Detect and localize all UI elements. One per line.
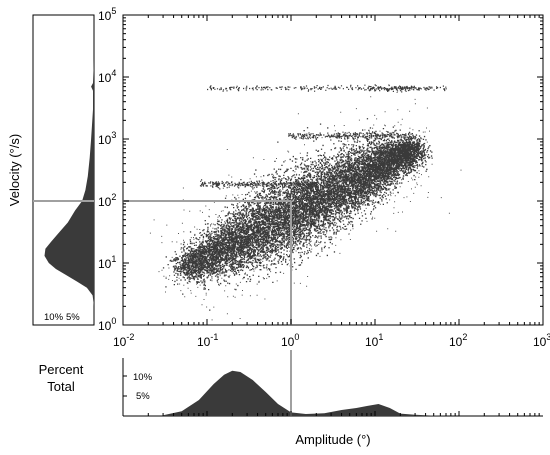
velocity-tick-label-10pct: 10% bbox=[44, 312, 64, 323]
y-tick-label: 103 bbox=[98, 130, 116, 147]
amplitude-tick-label-5pct: 5% bbox=[136, 391, 150, 402]
velocity-distribution-area bbox=[44, 58, 94, 307]
velocity-tick-label-5pct: 5% bbox=[66, 312, 80, 323]
scatter-points bbox=[149, 84, 462, 321]
percent-total-label-line1: Percent bbox=[39, 362, 84, 377]
x-tick-label: 102 bbox=[449, 332, 467, 349]
y-axis-label: Velocity (°/s) bbox=[7, 134, 22, 206]
y-tick-label: 104 bbox=[98, 68, 116, 85]
main-plot: 100 101 102 103 104 105 10-2 10-1 100 101 102 103 bbox=[98, 6, 550, 349]
x-axis-ticks bbox=[122, 15, 540, 325]
y-tick-label: 102 bbox=[98, 192, 116, 209]
velocity-distribution-panel: 10% 5% bbox=[32, 14, 95, 326]
scatter-band-3 bbox=[199, 179, 318, 190]
x-tick-label: 101 bbox=[365, 332, 383, 349]
x-axis-tick-labels: 10-2 10-1 100 101 102 103 bbox=[113, 332, 550, 349]
x-axis-label: Amplitude (°) bbox=[295, 432, 370, 447]
percent-total-label-line2: Total bbox=[47, 379, 75, 394]
x-tick-label: 100 bbox=[281, 332, 299, 349]
x-tick-label: 10-1 bbox=[197, 332, 218, 349]
amplitude-tick-label-10pct: 10% bbox=[133, 372, 153, 383]
y-axis-tick-labels: 100 101 102 103 104 105 bbox=[98, 6, 116, 333]
amplitude-distribution-panel: 10% 5% Percent Total bbox=[39, 350, 543, 417]
scatter-band-2 bbox=[288, 131, 417, 141]
y-tick-label: 101 bbox=[98, 254, 116, 271]
x-tick-label: 103 bbox=[533, 332, 550, 349]
scatter-band-1 bbox=[207, 84, 447, 93]
scatter-cloud bbox=[162, 118, 433, 311]
plot-frame bbox=[122, 14, 544, 326]
scatter-halo bbox=[149, 84, 462, 321]
y-tick-label: 100 bbox=[98, 316, 116, 333]
amplitude-x-ticks bbox=[122, 411, 540, 416]
x-tick-label: 10-2 bbox=[113, 332, 134, 349]
amplitude-distribution-area bbox=[163, 370, 451, 416]
y-tick-label: 105 bbox=[98, 6, 116, 23]
y-axis-ticks bbox=[123, 17, 543, 326]
scatter-bands bbox=[199, 84, 447, 190]
